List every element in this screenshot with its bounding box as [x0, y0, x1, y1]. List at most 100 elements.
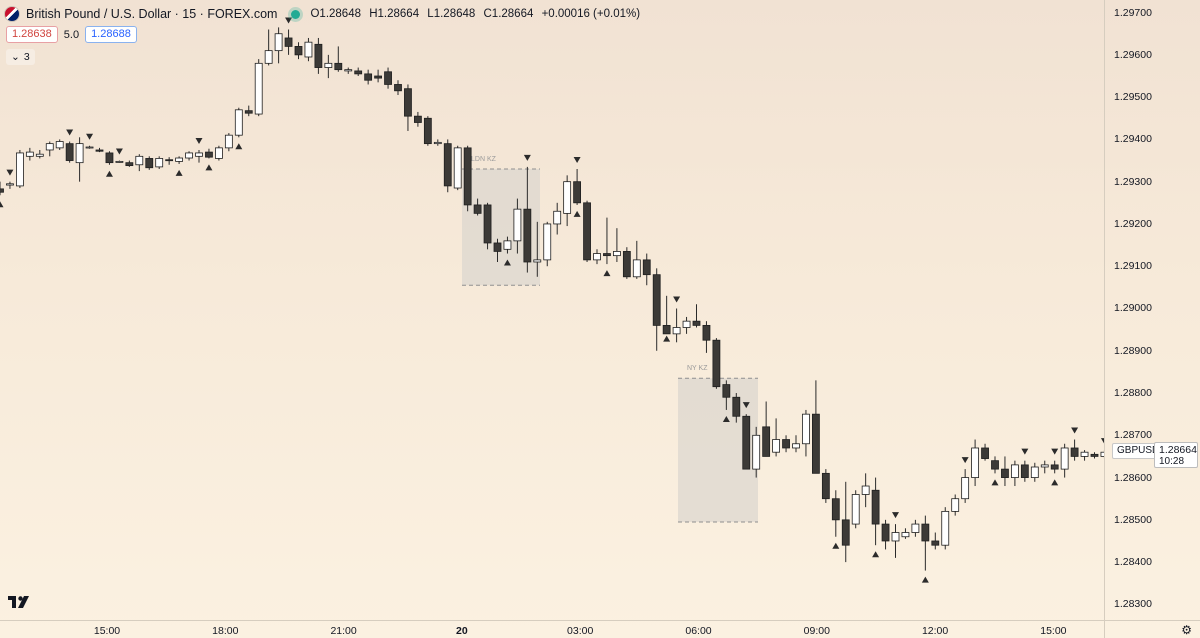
time-tick-label: 20	[456, 625, 468, 637]
swing-high-marker	[285, 17, 293, 24]
candle-bullish	[971, 447, 979, 478]
swing-high-marker	[742, 402, 750, 409]
price-tick-label: 1.28500	[1114, 513, 1152, 526]
candle-bullish	[85, 146, 94, 149]
candle-bearish	[702, 324, 711, 341]
candle-bullish	[1040, 464, 1049, 468]
candle-bullish	[224, 134, 233, 149]
bar-countdown: 10:28	[1159, 456, 1185, 467]
candle-bearish	[622, 251, 631, 278]
candle-bullish	[35, 153, 44, 157]
candle-bullish	[951, 498, 960, 512]
candle-bearish	[65, 143, 74, 161]
candle-bearish	[782, 439, 790, 449]
change-value: +0.00016 (+0.01%)	[541, 8, 641, 20]
candle-bearish	[831, 498, 840, 521]
candle-bearish	[722, 384, 731, 398]
candle-bullish	[563, 181, 572, 214]
candle-bullish	[593, 253, 601, 261]
candle-bullish	[553, 210, 562, 225]
candle-bullish	[195, 152, 203, 157]
candle-bearish	[732, 396, 741, 417]
candle-bearish	[423, 117, 432, 145]
swing-high-marker	[66, 129, 74, 136]
close-label: C	[483, 8, 492, 20]
candle-bearish	[1001, 468, 1009, 478]
candle-bullish	[274, 33, 283, 52]
candle-bearish	[95, 149, 104, 152]
candle-bearish	[1050, 464, 1059, 470]
candle-bearish	[742, 415, 751, 470]
candle-bullish	[632, 259, 641, 278]
swing-low-marker	[832, 542, 840, 549]
candle-bearish	[871, 489, 880, 525]
candle-bullish	[1060, 447, 1069, 470]
time-tick-label: 03:00	[567, 625, 594, 637]
price-tick-label: 1.28700	[1114, 429, 1152, 442]
candlestick-chart[interactable]: LDN KZ NY KZ	[0, 0, 1104, 620]
swing-low-marker	[991, 479, 999, 486]
candle-bullish	[264, 50, 273, 64]
candle-bullish	[254, 62, 263, 115]
candle-bullish	[682, 320, 691, 328]
candle-bearish	[244, 110, 253, 114]
candle-bearish	[354, 70, 363, 75]
candle-bearish	[523, 208, 532, 263]
candle-bearish	[483, 204, 492, 244]
sell-button[interactable]: 1.28638	[6, 26, 58, 43]
tradingview-logo-icon[interactable]	[8, 595, 36, 609]
candle-bullish	[911, 523, 920, 533]
swing-low-marker	[603, 270, 611, 277]
swing-low-marker	[0, 201, 4, 208]
swing-high-marker	[673, 296, 681, 303]
swing-low-marker	[175, 169, 183, 176]
candle-bearish	[583, 202, 591, 261]
settings-gear-icon[interactable]: ⚙	[1181, 623, 1192, 637]
candle-bearish	[364, 73, 373, 81]
candle-bullish	[55, 141, 64, 149]
candle-bullish	[752, 434, 761, 470]
low-label: L	[427, 8, 434, 20]
market-status-icon[interactable]	[291, 9, 301, 19]
candle-bullish	[851, 494, 860, 525]
swing-low-marker	[503, 259, 511, 266]
open-value: 1.28648	[319, 8, 361, 20]
candle-bearish	[374, 75, 383, 79]
chart-plot-area[interactable]: LDN KZ NY KZ	[0, 0, 1104, 620]
candle-bearish	[394, 84, 402, 92]
candle-bullish	[115, 160, 124, 163]
last-price-tag: 1.28664 10:28	[1154, 442, 1198, 468]
spread-value: 5.0	[63, 28, 80, 41]
candle-bullish	[513, 208, 522, 242]
swing-high-marker	[892, 512, 899, 519]
candle-bullish	[891, 532, 900, 542]
candle-bearish	[712, 339, 721, 388]
time-tick-label: 15:00	[93, 625, 121, 637]
candle-bearish	[1070, 447, 1079, 457]
session-label: NY KZ	[687, 365, 708, 372]
candle-bullish	[941, 510, 950, 546]
candle-bearish	[205, 151, 213, 158]
axis-settings: ⚙	[1104, 620, 1200, 638]
price-tick-label: 1.28900	[1114, 344, 1152, 357]
buy-button[interactable]: 1.28688	[85, 26, 137, 43]
candle-bearish	[463, 147, 472, 206]
price-tick-label: 1.29000	[1114, 302, 1152, 315]
swing-high-marker	[1051, 448, 1059, 455]
candle-bearish	[284, 37, 293, 47]
price-tick-label: 1.29200	[1114, 217, 1152, 230]
swing-low-marker	[722, 415, 730, 422]
candle-bullish	[433, 141, 442, 145]
price-axis[interactable]: 1.29700 1.29600 1.29500 1.29400 1.29300 1.292…	[1104, 0, 1200, 620]
candle-bearish	[603, 253, 611, 257]
time-axis[interactable]: 15:00 18:00 21:00 20 03:00 06:00 09:00 12:00 15:…	[0, 620, 1104, 638]
indicators-toggle-button[interactable]: ⌄ 3	[6, 49, 35, 65]
candle-bearish	[991, 460, 999, 470]
symbol-title[interactable]: British Pound / U.S. Dollar · 15 · FOREX…	[26, 7, 278, 21]
candle-bullish	[324, 62, 333, 68]
session-label: LDN KZ	[471, 156, 497, 163]
candle-bullish	[6, 183, 14, 186]
candle-bullish	[543, 223, 552, 261]
candle-bearish	[662, 324, 671, 335]
candle-bearish	[652, 274, 661, 326]
